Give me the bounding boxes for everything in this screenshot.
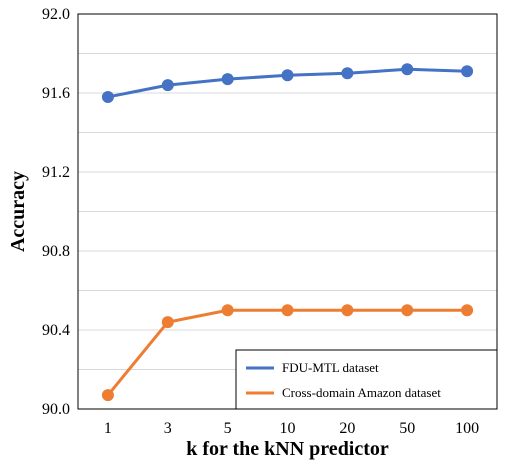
legend-label: FDU-MTL dataset bbox=[282, 360, 379, 375]
y-tick-labels: 90.0 90.4 90.8 91.2 91.6 92.0 bbox=[42, 6, 70, 418]
x-tick-label: 1 bbox=[104, 420, 112, 437]
data-point bbox=[401, 304, 414, 317]
x-tick-label: 20 bbox=[339, 420, 355, 437]
gridlines bbox=[78, 53, 497, 370]
data-point bbox=[341, 304, 354, 317]
data-point bbox=[281, 69, 294, 82]
data-point bbox=[461, 304, 474, 317]
data-point bbox=[221, 73, 234, 86]
data-point bbox=[161, 79, 174, 92]
data-point bbox=[161, 316, 174, 329]
data-point bbox=[281, 304, 294, 317]
y-axis-label: Accuracy bbox=[7, 171, 29, 252]
y-tick-label: 91.2 bbox=[42, 164, 70, 181]
data-point bbox=[101, 389, 114, 402]
legend-box bbox=[235, 349, 498, 410]
series-2 bbox=[101, 304, 474, 402]
legend-label: Cross-domain Amazon dataset bbox=[282, 385, 441, 400]
data-point bbox=[221, 304, 234, 317]
x-tick-label: 10 bbox=[280, 420, 296, 437]
y-tick-label: 91.6 bbox=[42, 85, 70, 102]
x-axis-label: k for the kNN predictor bbox=[186, 438, 389, 460]
data-point bbox=[101, 90, 114, 103]
series-layer bbox=[101, 63, 474, 402]
y-tick-label: 90.4 bbox=[42, 322, 70, 339]
y-tick-label: 90.8 bbox=[42, 243, 70, 260]
x-tick-label: 3 bbox=[164, 420, 172, 437]
data-point bbox=[341, 67, 354, 80]
legend: FDU-MTL dataset Cross-domain Amazon datas… bbox=[235, 349, 498, 410]
x-tick-labels: 1 3 5 10 20 50 100 bbox=[104, 420, 479, 437]
data-point bbox=[401, 63, 414, 76]
x-tick-label: 50 bbox=[399, 420, 415, 437]
x-tick-label: 5 bbox=[224, 420, 232, 437]
x-tick-label: 100 bbox=[455, 420, 479, 437]
series-1 bbox=[101, 63, 474, 103]
data-point bbox=[461, 65, 474, 78]
y-tick-label: 92.0 bbox=[42, 6, 70, 23]
y-tick-label: 90.0 bbox=[42, 401, 70, 418]
